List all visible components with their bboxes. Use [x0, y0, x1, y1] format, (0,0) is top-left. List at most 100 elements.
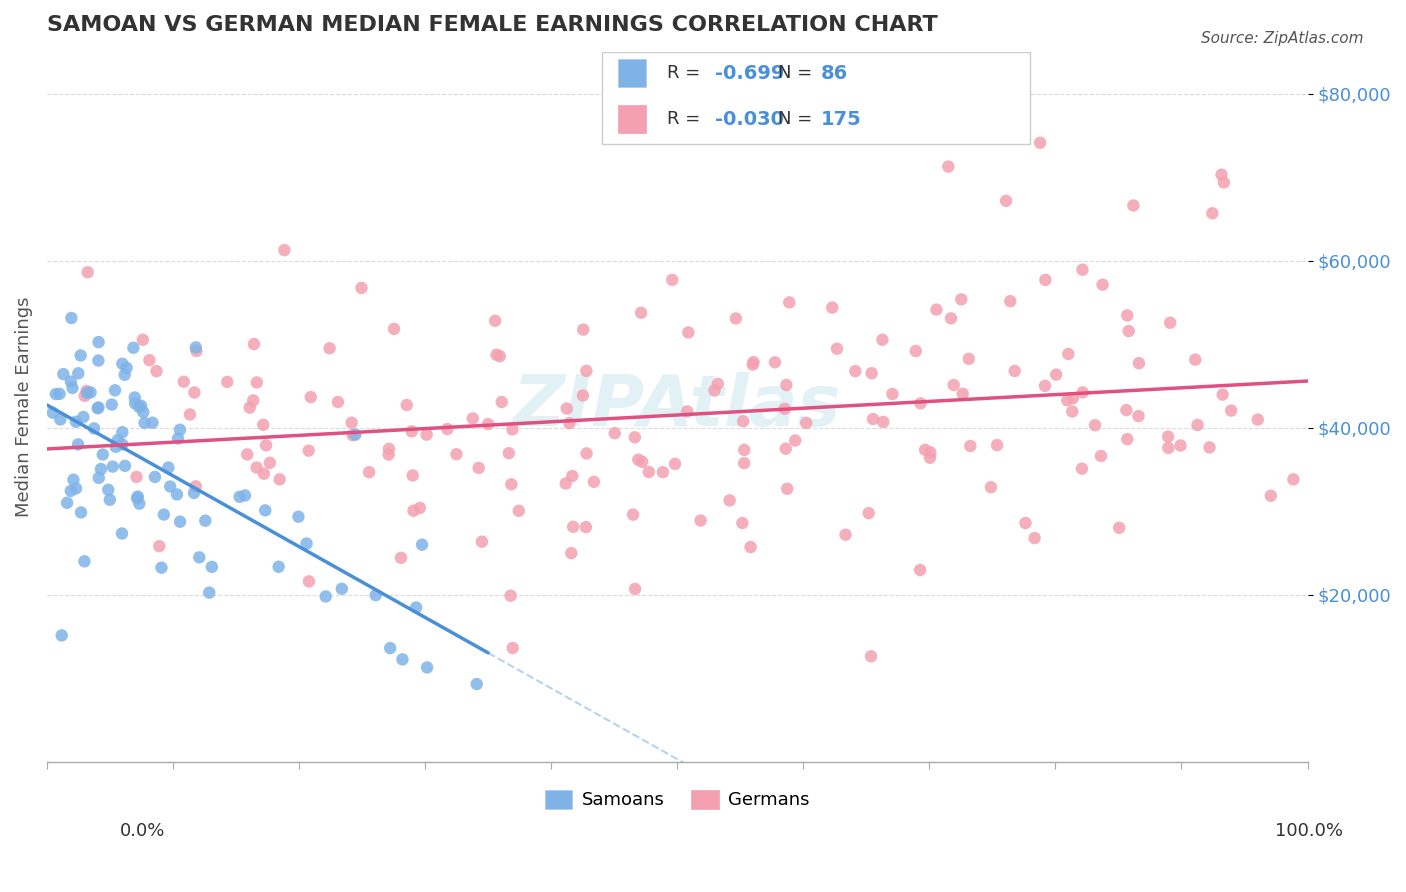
Point	[862, 412, 884, 426]
Point	[1116, 432, 1139, 446]
Point	[132, 405, 155, 419]
Point	[959, 439, 981, 453]
Point	[627, 452, 650, 467]
Point	[246, 376, 269, 390]
Point	[217, 375, 239, 389]
Point	[1062, 404, 1084, 418]
Point	[159, 479, 181, 493]
Point	[391, 652, 413, 666]
Point	[179, 408, 201, 422]
Point	[73, 554, 96, 568]
Point	[401, 425, 423, 439]
Point	[100, 398, 122, 412]
Point	[239, 401, 262, 415]
Point	[183, 486, 205, 500]
Point	[340, 416, 363, 430]
Point	[169, 515, 191, 529]
Point	[111, 425, 134, 440]
Point	[91, 448, 114, 462]
Point	[377, 448, 399, 462]
Point	[186, 343, 208, 358]
Point	[382, 322, 405, 336]
Point	[183, 385, 205, 400]
Point	[1029, 136, 1052, 150]
Point	[939, 311, 962, 326]
Point	[344, 427, 367, 442]
Point	[269, 472, 291, 486]
Text: SAMOAN VS GERMAN MEDIAN FEMALE EARNINGS CORRELATION CHART: SAMOAN VS GERMAN MEDIAN FEMALE EARNINGS …	[46, 15, 938, 35]
Point	[318, 342, 340, 356]
Point	[834, 527, 856, 541]
Point	[342, 428, 364, 442]
Point	[97, 483, 120, 497]
Point	[763, 355, 786, 369]
Point	[1035, 273, 1057, 287]
Point	[858, 506, 880, 520]
Point	[1090, 449, 1112, 463]
Text: -0.030: -0.030	[716, 110, 785, 128]
Text: Source: ZipAtlas.com: Source: ZipAtlas.com	[1201, 31, 1364, 46]
Point	[821, 301, 844, 315]
Point	[150, 560, 173, 574]
Point	[67, 367, 90, 381]
Point	[330, 582, 353, 596]
Point	[101, 459, 124, 474]
Point	[502, 640, 524, 655]
Point	[104, 440, 127, 454]
Point	[378, 442, 401, 456]
Point	[707, 376, 730, 391]
Text: 0.0%: 0.0%	[120, 822, 165, 840]
Point	[380, 641, 402, 656]
Point	[69, 349, 91, 363]
Point	[416, 660, 439, 674]
Point	[115, 360, 138, 375]
Point	[45, 387, 67, 401]
Point	[411, 538, 433, 552]
Point	[624, 582, 647, 596]
Point	[1170, 438, 1192, 452]
Point	[1045, 368, 1067, 382]
Point	[778, 295, 800, 310]
Point	[882, 387, 904, 401]
Point	[114, 458, 136, 473]
Point	[733, 414, 755, 428]
Point	[259, 456, 281, 470]
Point	[201, 559, 224, 574]
Point	[125, 491, 148, 506]
Point	[62, 381, 84, 395]
Point	[111, 437, 134, 451]
Point	[364, 588, 387, 602]
Point	[678, 326, 700, 340]
Point	[128, 497, 150, 511]
Point	[1212, 176, 1234, 190]
Point	[125, 470, 148, 484]
Point	[246, 460, 269, 475]
Point	[122, 341, 145, 355]
FancyBboxPatch shape	[619, 105, 645, 133]
Point	[104, 384, 127, 398]
Point	[952, 386, 974, 401]
Point	[52, 367, 75, 381]
Point	[59, 375, 82, 389]
Legend: Samoans, Germans: Samoans, Germans	[538, 783, 817, 817]
Point	[467, 461, 489, 475]
Point	[76, 384, 98, 398]
Point	[575, 520, 598, 534]
Point	[145, 364, 167, 378]
Text: -0.699: -0.699	[716, 63, 785, 83]
Point	[65, 481, 87, 495]
Point	[252, 417, 274, 432]
Point	[87, 401, 110, 415]
Point	[124, 391, 146, 405]
Point	[603, 426, 626, 441]
Point	[169, 423, 191, 437]
Point	[107, 433, 129, 447]
Point	[508, 504, 530, 518]
Point	[86, 401, 108, 416]
Point	[936, 160, 959, 174]
Point	[389, 550, 412, 565]
Point	[554, 476, 576, 491]
Point	[733, 456, 755, 470]
Point	[942, 378, 965, 392]
Point	[980, 480, 1002, 494]
